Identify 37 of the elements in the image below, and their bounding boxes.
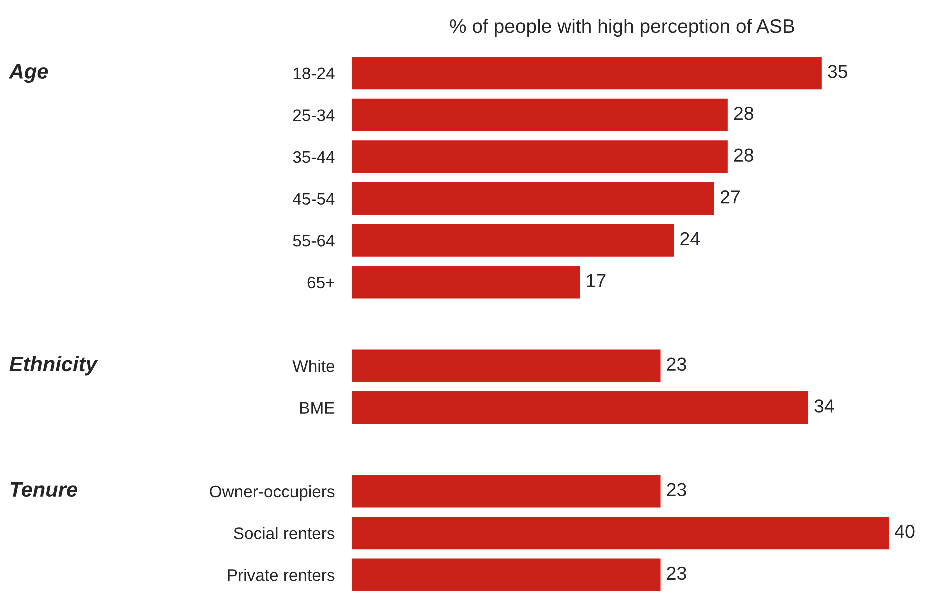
bar (352, 392, 808, 424)
data-label: 35 (828, 65, 848, 78)
y-tick-label: Owner-occupiers (210, 485, 335, 501)
y-tick-label: 45-54 (293, 193, 335, 205)
y-tick-label: 18-24 (294, 68, 335, 80)
bar (352, 57, 822, 90)
data-label: 23 (667, 483, 686, 497)
text: Tenure (10, 482, 78, 498)
bar (352, 98, 728, 132)
y-tick-label: Social renters (234, 527, 335, 540)
bar (352, 558, 661, 592)
data-label: 23 (667, 566, 686, 580)
text: Age (8, 64, 48, 84)
bar (352, 224, 674, 257)
bar (352, 182, 714, 216)
data-label: 17 (587, 274, 606, 288)
bar (352, 516, 890, 550)
y-tick-label: BME (300, 402, 335, 414)
y-tick-label: Private renters (228, 569, 335, 582)
chart-title: % of people with high perception of ASB (450, 18, 794, 38)
data-label: 27 (720, 190, 740, 204)
bar (352, 350, 661, 382)
y-tick-label: 35-44 (293, 151, 335, 164)
data-label: 34 (814, 400, 834, 413)
data-label: 28 (734, 106, 754, 120)
bar (352, 266, 580, 299)
text: Ethnicity (10, 356, 98, 376)
y-tick-label: 55-64 (293, 235, 335, 247)
y-tick-label: White (292, 360, 335, 372)
data-label: 40 (895, 525, 915, 538)
bar (352, 475, 661, 508)
data-label: 23 (667, 358, 686, 372)
bar (352, 140, 728, 174)
data-label: 24 (680, 232, 700, 246)
y-tick-label: 65+ (308, 276, 334, 289)
y-tick-label: 25-34 (293, 110, 335, 122)
data-label: 28 (734, 148, 754, 162)
